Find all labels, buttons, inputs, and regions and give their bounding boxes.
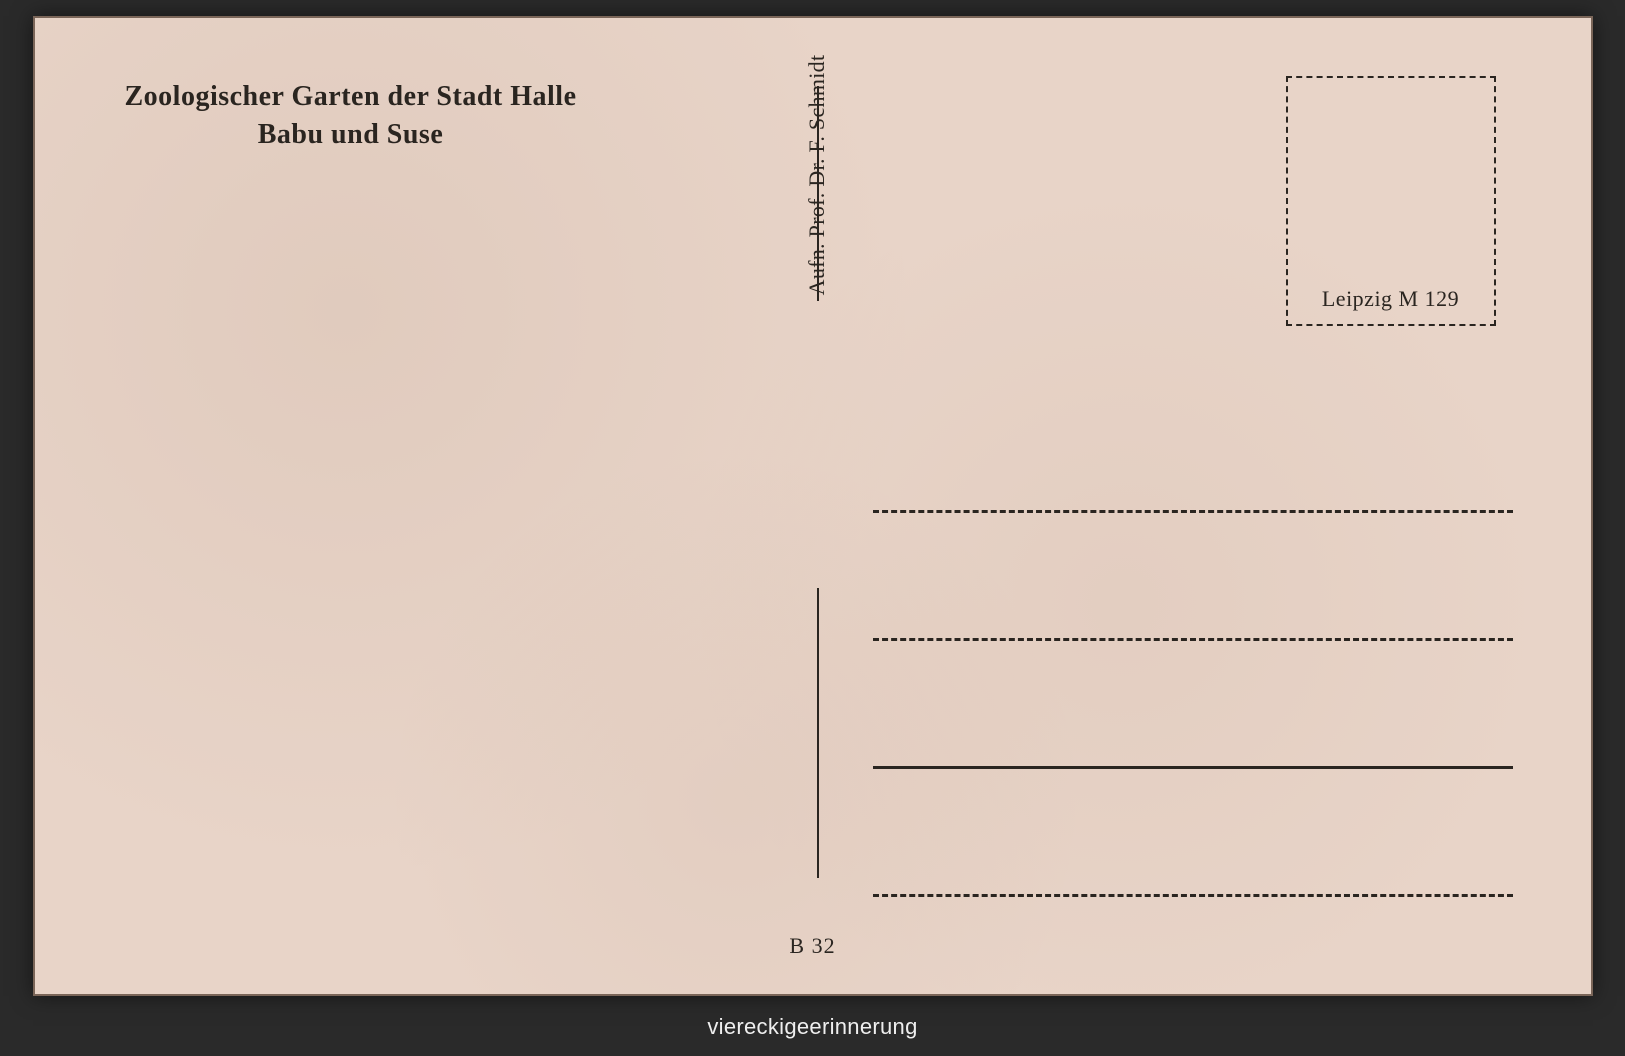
title-line-1: Zoologischer Garten der Stadt Halle [125,78,577,116]
watermark-text: viereckigeerinnerung [707,1014,917,1040]
bottom-code: B 32 [789,933,835,959]
postcard-back: Zoologischer Garten der Stadt Halle Babu… [33,16,1593,996]
title-block: Zoologischer Garten der Stadt Halle Babu… [125,78,577,154]
photo-credit: Aufn. Prof. Dr. F. Schmidt [804,40,830,310]
address-line-4 [873,894,1513,897]
stamp-text: Leipzig M 129 [1288,286,1494,312]
address-line-1 [873,510,1513,513]
address-line-2 [873,638,1513,641]
center-divider-bottom [817,588,819,878]
title-line-2: Babu und Suse [125,116,577,154]
address-line-3 [873,766,1513,769]
stamp-box: Leipzig M 129 [1286,76,1496,326]
